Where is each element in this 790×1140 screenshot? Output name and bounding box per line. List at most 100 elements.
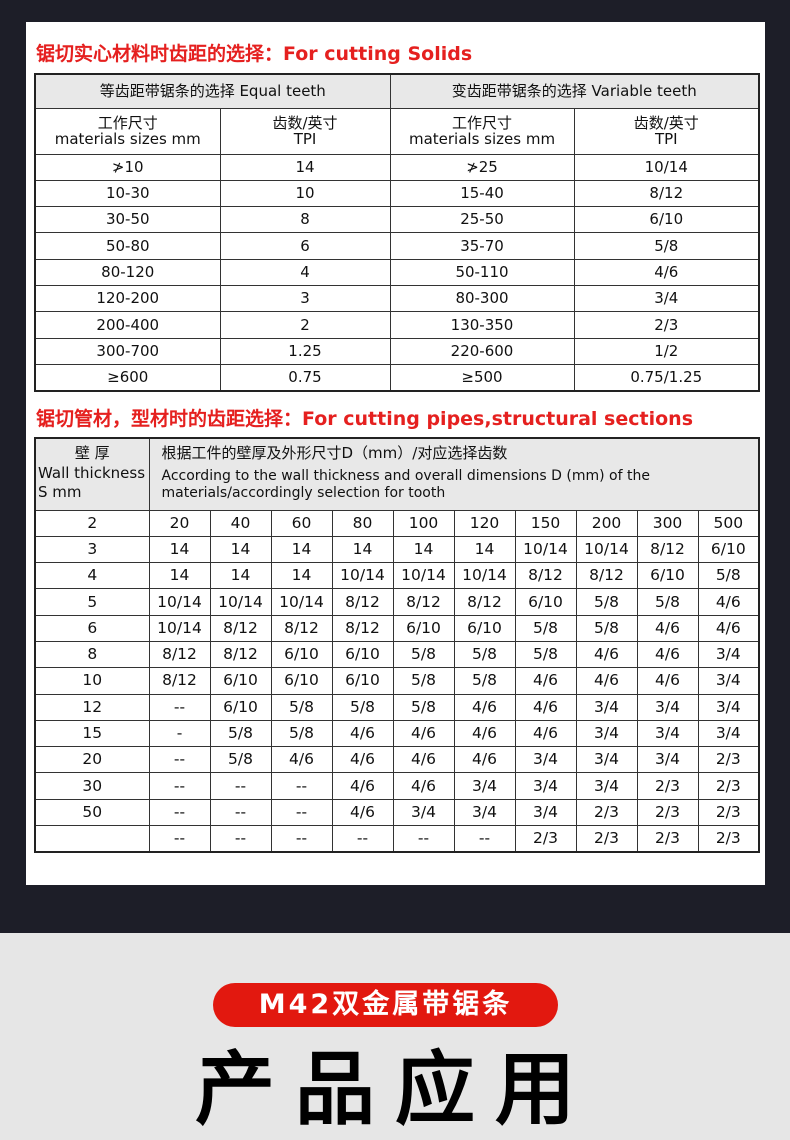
table-row: 2 20 40 60 80 100 120 150 200 300 500 <box>34 509 760 537</box>
table-cell: 80-300 <box>389 284 575 313</box>
table-cell: 4 <box>34 562 150 590</box>
table-cell: 5/8 <box>636 588 699 616</box>
desc-en: According to the wall thickness and over… <box>161 467 650 502</box>
table-cell: ≯10 <box>34 153 221 181</box>
table-cell: -- <box>209 798 272 827</box>
table-cell: 2/3 <box>573 311 760 339</box>
table-cell: 30 <box>34 772 150 800</box>
table-cell: 5/8 <box>392 693 455 721</box>
wall-cn: 壁 厚 <box>74 444 110 462</box>
table-cell: 2/3 <box>636 798 699 827</box>
table-cell: 3/4 <box>636 719 699 748</box>
table-cell: 8/12 <box>209 614 272 642</box>
table-cell: 6/10 <box>331 667 394 695</box>
table-cell: 6/10 <box>514 588 577 616</box>
table-cell: 500 <box>697 509 760 537</box>
table-cell: 5/8 <box>209 719 272 748</box>
table-cell: 10/14 <box>392 562 455 590</box>
table-cell: 4/6 <box>636 640 699 669</box>
table-cell: 80-120 <box>34 258 221 286</box>
table-row: 50 -- -- -- 4/6 3/4 3/4 3/4 2/3 2/3 2/3 <box>34 798 760 827</box>
table-cell: 10/14 <box>148 614 211 642</box>
table-cell: 14 <box>209 562 272 590</box>
table-row: 30 -- -- -- 4/6 4/6 3/4 3/4 3/4 2/3 2/3 <box>34 772 760 800</box>
table-cell: 2/3 <box>697 772 760 800</box>
table-cell: 2/3 <box>514 825 577 853</box>
table-cell: -- <box>453 825 516 853</box>
table-cell: 6/10 <box>453 614 516 642</box>
size-cn: 工作尺寸 <box>97 113 158 132</box>
tpi-col-header: 齿数/英寸 TPI <box>573 107 760 155</box>
table-cell: 4/6 <box>636 667 699 695</box>
table-cell: 5/8 <box>514 614 577 642</box>
table-cell: 3/4 <box>453 772 516 800</box>
table-cell: 8/12 <box>148 640 211 669</box>
table-cell: 14 <box>331 535 394 564</box>
table-cell: 2/3 <box>575 798 638 827</box>
dimension-header: 根据工件的壁厚及外形尺寸D（mm）/对应选择齿数 According to th… <box>148 437 760 511</box>
table-cell: 10/14 <box>573 153 760 181</box>
table-cell: 40 <box>209 509 272 537</box>
table-cell: 60 <box>270 509 333 537</box>
table-cell: 130-350 <box>389 311 575 339</box>
table-cell: 6/10 <box>331 640 394 669</box>
table-cell: 5/8 <box>270 719 333 748</box>
table-cell: 14 <box>270 562 333 590</box>
table-cell: 15 <box>34 719 150 748</box>
size-col-header: 工作尺寸 materials sizes mm <box>34 107 221 155</box>
table-row: 3 14 14 14 14 14 14 10/14 10/14 8/12 6/10 <box>34 535 760 564</box>
table-cell: 5/8 <box>453 640 516 669</box>
table-cell: 5/8 <box>453 667 516 695</box>
table-row: 4 14 14 14 10/14 10/14 10/14 8/12 8/12 6/10 5/8 <box>34 562 760 590</box>
table-cell: 8/12 <box>209 640 272 669</box>
table-cell: 8/12 <box>573 179 760 208</box>
table-cell: 4 <box>219 258 391 286</box>
table-cell: 3/4 <box>575 772 638 800</box>
size-en: materials sizes mm <box>408 130 556 148</box>
table-cell: 1/2 <box>573 337 760 365</box>
table-cell: -- <box>148 825 211 853</box>
table-cell: 4/6 <box>392 719 455 748</box>
table-cell: 4/6 <box>453 719 516 748</box>
table-cell: 14 <box>270 535 333 564</box>
table-cell: 6/10 <box>209 693 272 721</box>
table-cell: 5/8 <box>514 640 577 669</box>
table-cell: 120 <box>453 509 516 537</box>
table-cell: 10/14 <box>575 535 638 564</box>
table-cell: -- <box>392 825 455 853</box>
table-cell: -- <box>270 798 333 827</box>
table-cell: 50-110 <box>389 258 575 286</box>
table-cell: 2/3 <box>697 825 760 853</box>
table-cell: 4/6 <box>575 667 638 695</box>
desc-cn: 根据工件的壁厚及外形尺寸D（mm）/对应选择齿数 <box>161 444 508 462</box>
table-cell: 2/3 <box>575 825 638 853</box>
table-cell: -- <box>209 825 272 853</box>
table-cell: 10/14 <box>453 562 516 590</box>
table-cell: 3/4 <box>636 693 699 721</box>
table-cell: 8/12 <box>148 667 211 695</box>
table-row: 200-400 2 130-350 2/3 <box>34 311 760 339</box>
table-row: 8 8/12 8/12 6/10 6/10 5/8 5/8 5/8 4/6 4/6 3/4 <box>34 640 760 669</box>
table-cell: 5/8 <box>392 640 455 669</box>
table-cell: 4/6 <box>636 614 699 642</box>
table-cell: 8/12 <box>331 614 394 642</box>
table-cell: 10 <box>219 179 391 208</box>
table-cell: 100 <box>392 509 455 537</box>
table-row: 10-30 10 15-40 8/12 <box>34 179 760 208</box>
tpi-en: TPI <box>654 130 678 148</box>
table-cell: 6 <box>219 232 391 260</box>
table-cell: 25-50 <box>389 206 575 234</box>
table-cell: 5/8 <box>209 746 272 774</box>
table-row: 120-200 3 80-300 3/4 <box>34 284 760 313</box>
table-cell: 4/6 <box>392 746 455 774</box>
variable-teeth-header: 变齿距带锯条的选择 Variable teeth <box>389 73 760 109</box>
table-cell: 8/12 <box>575 562 638 590</box>
tpi-cn: 齿数/英寸 <box>633 113 699 132</box>
table-cell: 10 <box>34 667 150 695</box>
pipes-heading: 锯切管材，型材时的齿距选择：For cutting pipes,structur… <box>36 408 694 430</box>
table-cell: 3/4 <box>697 693 760 721</box>
table-cell: 14 <box>392 535 455 564</box>
table-row: 30-50 8 25-50 6/10 <box>34 206 760 234</box>
table-cell: 4/6 <box>331 772 394 800</box>
table-cell: 5/8 <box>331 693 394 721</box>
